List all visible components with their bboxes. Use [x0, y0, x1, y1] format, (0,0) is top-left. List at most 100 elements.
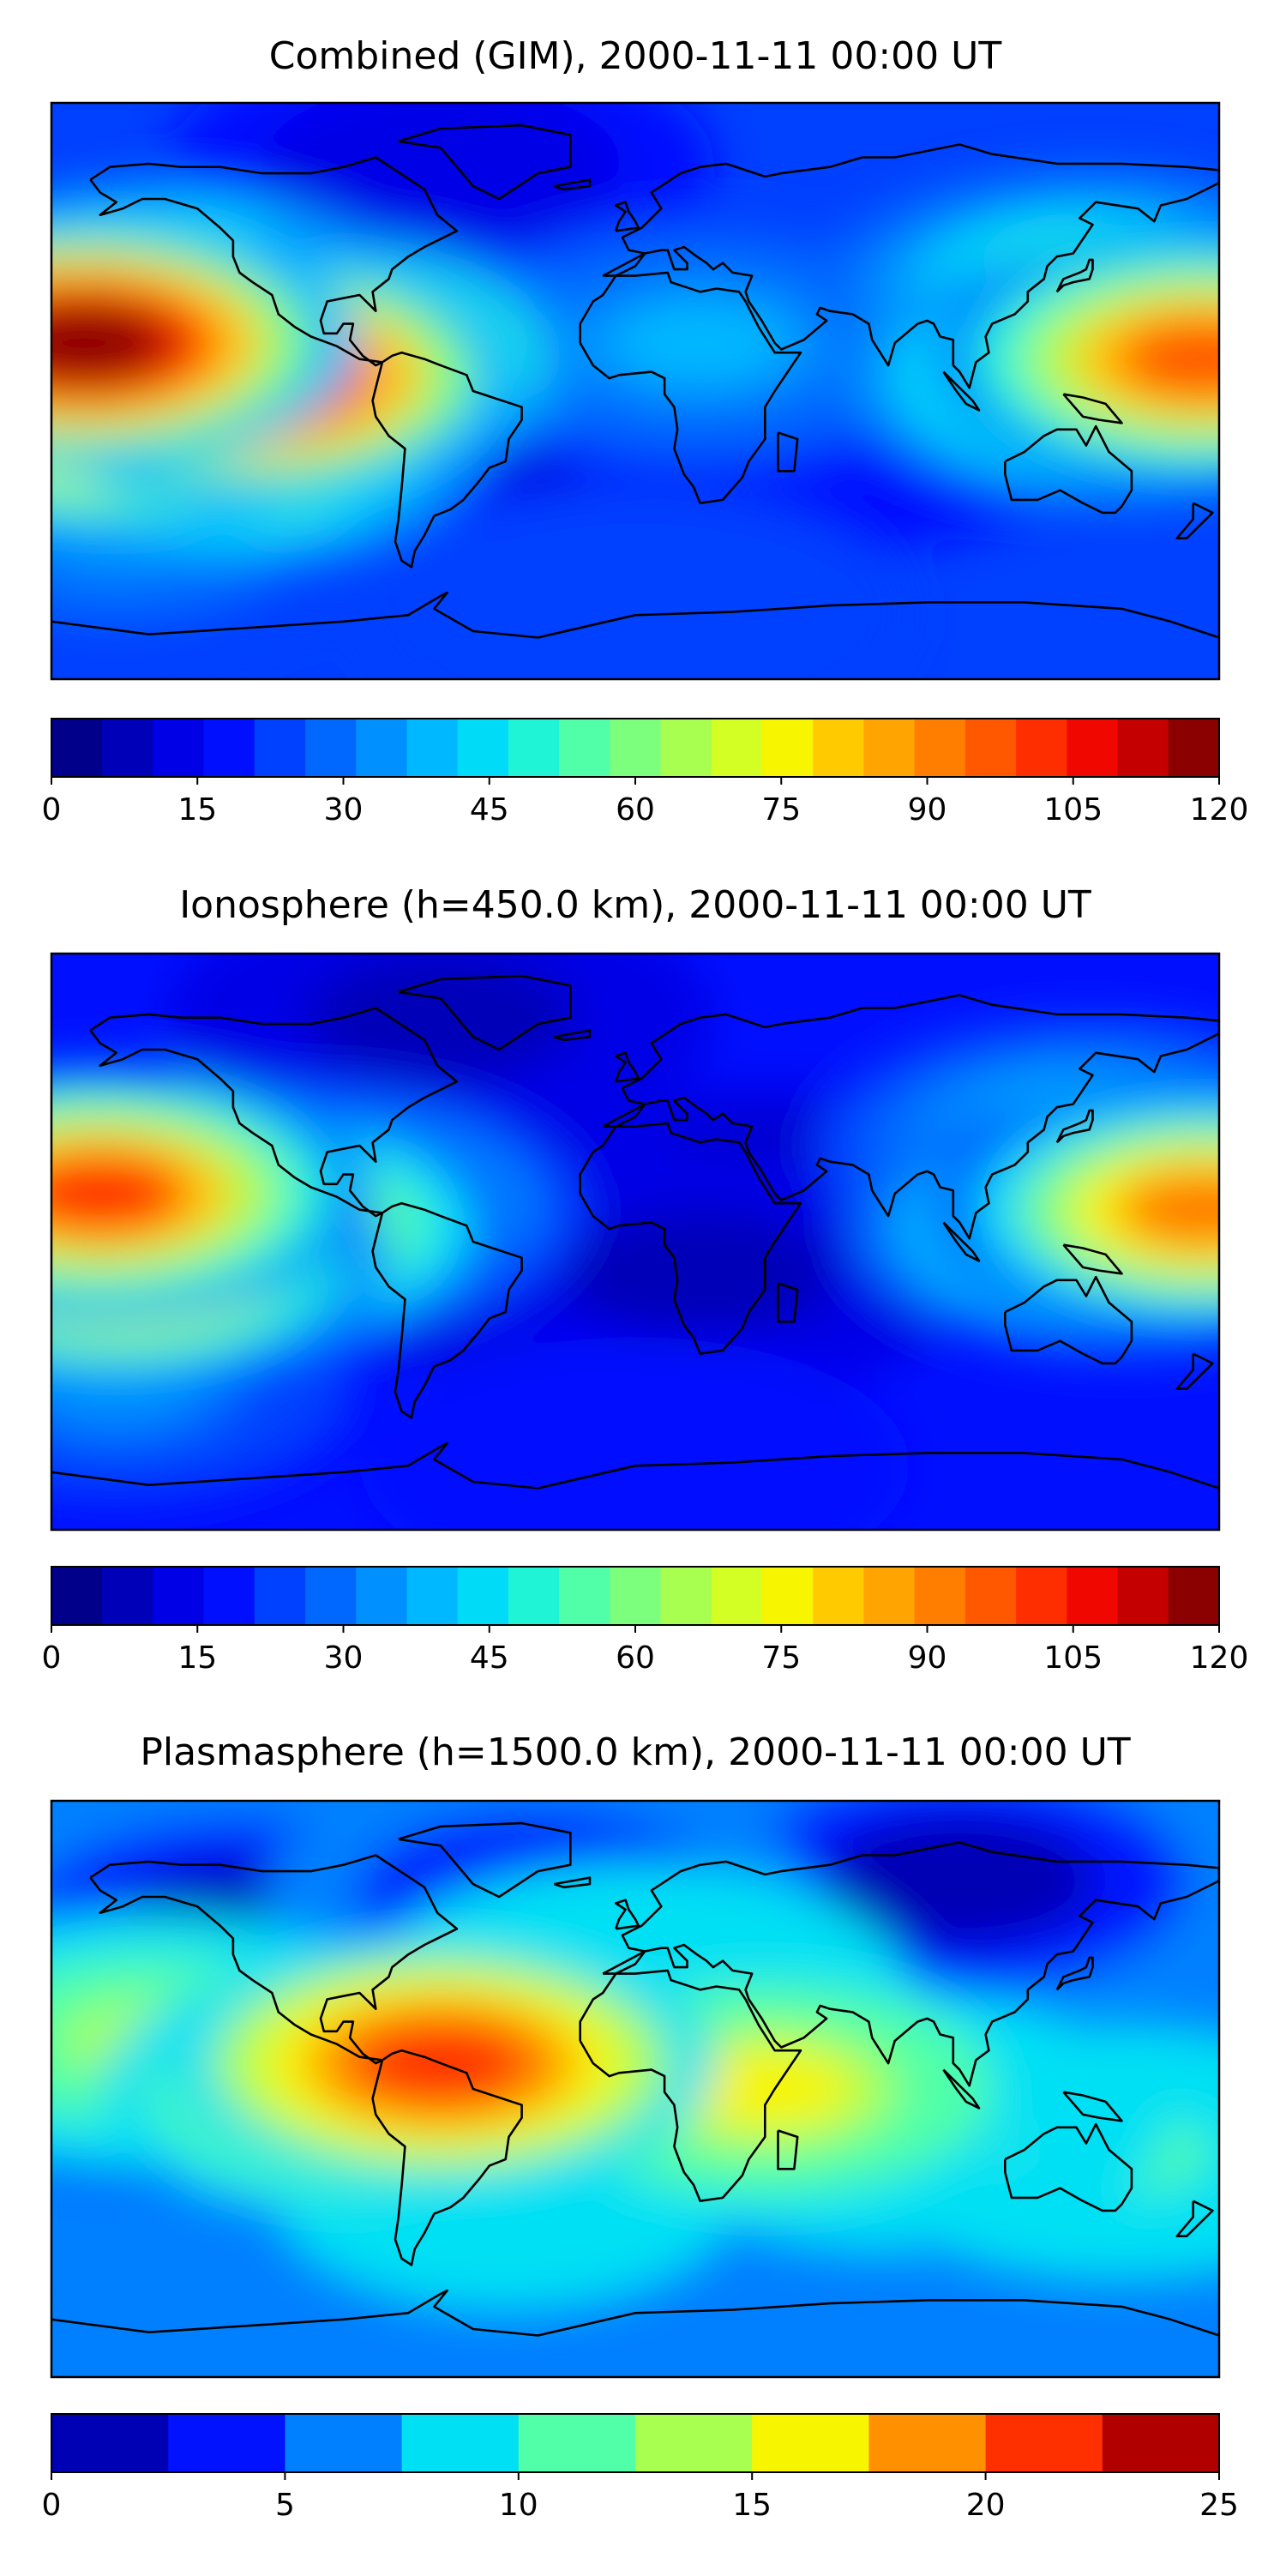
colorbar-segment [915, 1567, 966, 1625]
colorbar-segment [1067, 1567, 1118, 1625]
colorbar-tick-label: 25 [1199, 2488, 1239, 2523]
colorbar-tick-label: 0 [42, 1640, 62, 1676]
map-area [0, 39, 1286, 744]
colorbar-segment [51, 2414, 169, 2472]
colorbar-segment [813, 1567, 864, 1625]
colorbar: 0 15 30 45 60 75 90 105 120 [42, 1567, 1249, 1676]
colorbar-tick-label: 0 [42, 792, 62, 828]
colorbar-tick-label: 30 [324, 1640, 364, 1676]
colorbar-segment [458, 1567, 509, 1625]
map-area [0, 889, 1286, 1595]
map-area [0, 1752, 1286, 2410]
panel-3: Plasmasphere (h=1500.0 km), 2000-11-11 0… [0, 1730, 1286, 2523]
field-point-1 [872, 1839, 1048, 1922]
colorbar-segment [1067, 719, 1118, 777]
colorbar-tick-label: 0 [42, 2488, 62, 2523]
colorbar: 0 5 10 15 20 25 [42, 2414, 1239, 2523]
colorbar-segment [712, 719, 763, 777]
colorbar-segment [1118, 1567, 1169, 1625]
panel-title: Plasmasphere (h=1500.0 km), 2000-11-11 0… [140, 1730, 1130, 1774]
colorbar-segment [915, 719, 966, 777]
colorbar-segment [51, 719, 103, 777]
colorbar-segment [407, 1567, 459, 1625]
field-point-11 [1115, 318, 1286, 400]
colorbar-segment [712, 1567, 763, 1625]
colorbar: 0 15 30 45 60 75 90 105 120 [42, 719, 1249, 828]
colorbar-tick-label: 10 [499, 2488, 538, 2523]
colorbar-segment [965, 1567, 1017, 1625]
colorbar-segment [635, 2414, 753, 2472]
colorbar-tick-label: 15 [732, 2488, 772, 2523]
colorbar-segment [762, 719, 814, 777]
colorbar-segment [204, 719, 255, 777]
colorbar-segment [752, 2414, 869, 2472]
colorbar-segment [863, 1567, 915, 1625]
panel-1: Combined (GIM), 2000-11-11 00:00 UT 0 15 30… [0, 34, 1286, 828]
colorbar-segment [1016, 1567, 1067, 1625]
colorbar-tick-label: 20 [966, 2488, 1006, 2523]
colorbar-segment [168, 2414, 285, 2472]
colorbar-segment [153, 1567, 204, 1625]
colorbar-tick-label: 30 [324, 792, 364, 828]
colorbar-segment [356, 719, 407, 777]
colorbar-tick-label: 105 [1043, 792, 1103, 828]
colorbar-tick-label: 60 [616, 1640, 655, 1676]
colorbar-segment [255, 1567, 306, 1625]
panel-title: Ionosphere (h=450.0 km), 2000-11-11 00:0… [179, 883, 1091, 927]
colorbar-tick-label: 15 [177, 1640, 217, 1676]
colorbar-tick-label: 105 [1043, 1640, 1103, 1676]
colorbar-tick-label: 75 [761, 792, 801, 828]
colorbar-segment [1016, 719, 1067, 777]
colorbar-segment [863, 719, 915, 777]
colorbar-segment [1118, 719, 1169, 777]
colorbar-segment [559, 719, 610, 777]
colorbar-segment [102, 719, 153, 777]
panel-2: Ionosphere (h=450.0 km), 2000-11-11 00:0… [0, 883, 1286, 1676]
colorbar-segment [285, 2414, 402, 2472]
colorbar-segment [661, 719, 712, 777]
colorbar-segment [519, 2414, 636, 2472]
colorbar-segment [458, 719, 509, 777]
colorbar-segment [1103, 2414, 1220, 2472]
colorbar-segment [305, 719, 357, 777]
colorbar-tick-label: 60 [616, 792, 655, 828]
field-point-2 [612, 1232, 788, 1315]
colorbar-segment [813, 719, 864, 777]
colorbar-segment [356, 1567, 407, 1625]
field-point-12 [12, 1153, 188, 1235]
colorbar-segment [610, 719, 661, 777]
colorbar-segment [102, 1567, 153, 1625]
colorbar-segment [204, 1567, 255, 1625]
colorbar-segment [1169, 719, 1220, 777]
colorbar-segment [1169, 1567, 1220, 1625]
colorbar-segment [153, 719, 204, 777]
colorbar-tick-label: 15 [177, 792, 217, 828]
colorbar-segment [255, 719, 306, 777]
colorbar-tick-label: 75 [761, 1640, 801, 1676]
colorbar-segment [407, 719, 459, 777]
colorbar-segment [965, 719, 1017, 777]
colorbar-tick-label: 90 [908, 792, 947, 828]
colorbar-segment [559, 1567, 610, 1625]
colorbar-tick-label: 120 [1190, 1640, 1249, 1676]
colorbar-segment [762, 1567, 814, 1625]
field-point-5 [612, 302, 788, 384]
colorbar-segment [868, 2414, 986, 2472]
colorbar-tick-label: 45 [470, 1640, 509, 1676]
colorbar-tick-label: 5 [275, 2488, 295, 2523]
colorbar-tick-label: 45 [470, 792, 509, 828]
field-point-10 [1115, 1169, 1286, 1251]
field-point-14 [0, 302, 171, 384]
colorbar-segment [610, 1567, 661, 1625]
colorbar-segment [402, 2414, 520, 2472]
panel-title: Combined (GIM), 2000-11-11 00:00 UT [269, 34, 1002, 78]
colorbar-segment [661, 1567, 712, 1625]
colorbar-segment [51, 1567, 103, 1625]
colorbar-segment [986, 2414, 1103, 2472]
colorbar-segment [508, 1567, 560, 1625]
colorbar-segment [305, 1567, 357, 1625]
colorbar-tick-label: 90 [908, 1640, 947, 1676]
colorbar-tick-label: 120 [1190, 792, 1249, 828]
